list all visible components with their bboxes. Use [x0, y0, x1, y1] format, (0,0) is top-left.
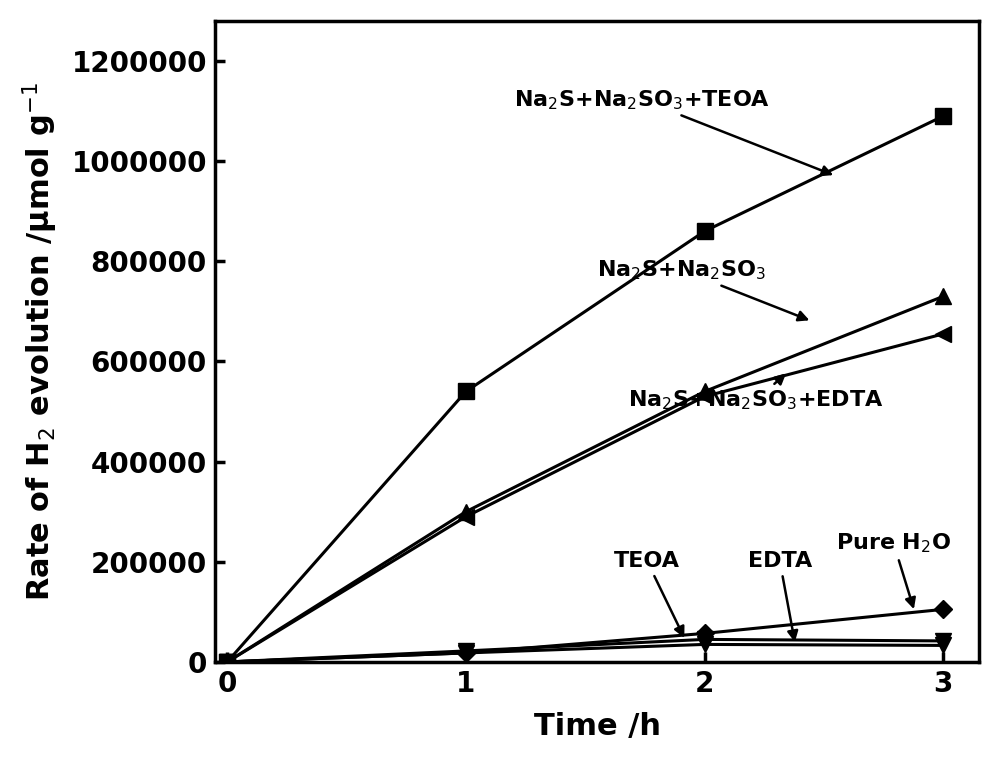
Text: EDTA: EDTA	[748, 551, 812, 639]
Text: Na$_2$S+Na$_2$SO$_3$+TEOA: Na$_2$S+Na$_2$SO$_3$+TEOA	[514, 88, 831, 175]
X-axis label: Time /h: Time /h	[534, 712, 661, 741]
Y-axis label: Rate of H$_2$ evolution /μmol g$^{-1}$: Rate of H$_2$ evolution /μmol g$^{-1}$	[21, 82, 60, 600]
Text: TEOA: TEOA	[614, 551, 683, 636]
Text: Na$_2$S+Na$_2$SO$_3$+EDTA: Na$_2$S+Na$_2$SO$_3$+EDTA	[628, 375, 884, 412]
Text: Na$_2$S+Na$_2$SO$_3$: Na$_2$S+Na$_2$SO$_3$	[597, 258, 807, 320]
Text: Pure H$_2$O: Pure H$_2$O	[836, 531, 951, 607]
